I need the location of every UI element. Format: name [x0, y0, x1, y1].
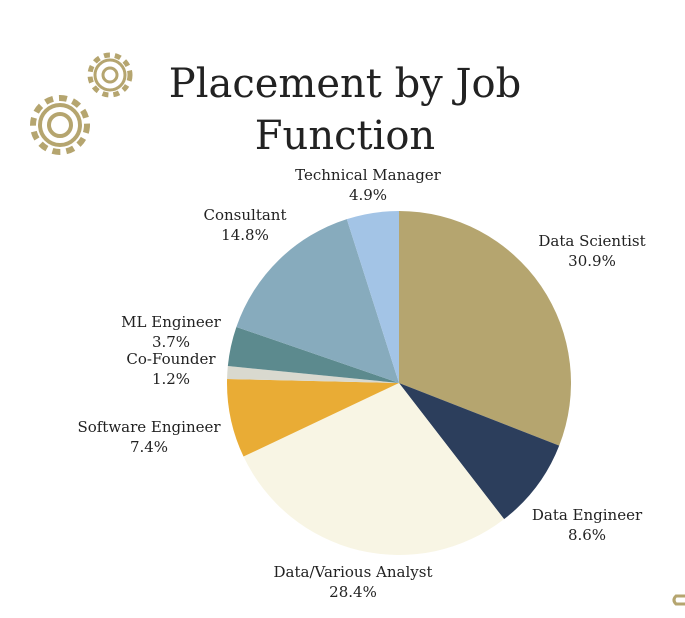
slice-label: ML Engineer: [121, 313, 222, 331]
value-label: 14.8%: [221, 226, 269, 244]
value-label: 1.2%: [152, 370, 190, 388]
slice-label: Data/Various Analyst: [274, 563, 433, 581]
corner-mark: [672, 594, 685, 606]
slice-label: Data Scientist: [538, 232, 645, 250]
slice-label: Data Engineer: [532, 506, 643, 524]
pie-slice: [227, 365, 399, 383]
value-label: 3.7%: [152, 333, 190, 351]
gears-icon: [30, 52, 133, 155]
value-label: 4.9%: [349, 186, 387, 204]
pie-slice: [227, 378, 399, 457]
value-label: 7.4%: [130, 438, 168, 456]
value-label: 30.9%: [568, 252, 616, 270]
slice-label: Technical Manager: [295, 166, 442, 184]
pie-slice: [399, 211, 571, 446]
pie-slice: [346, 211, 399, 383]
pie-slice: [399, 383, 560, 520]
slice-label: Consultant: [204, 206, 287, 224]
chart-title: Placement by Job Function: [168, 61, 522, 159]
pie-slice: [227, 326, 399, 383]
value-label: 28.4%: [329, 583, 377, 601]
value-label: 8.6%: [568, 526, 606, 544]
pie-slice: [243, 383, 505, 556]
pie-slice: [236, 219, 399, 383]
slice-label: Software Engineer: [77, 418, 221, 436]
slice-label: Co-Founder: [126, 350, 216, 368]
